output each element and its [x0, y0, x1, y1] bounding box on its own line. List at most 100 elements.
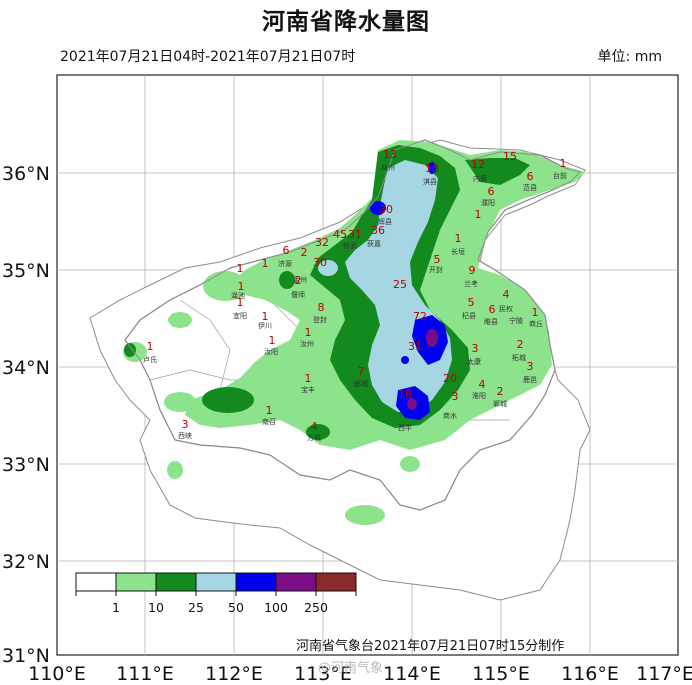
station-value: 1 — [266, 404, 273, 417]
station-value: 1 — [262, 257, 269, 270]
lon-label: 117°E — [636, 663, 692, 685]
city-name: 杞县 — [462, 311, 476, 320]
city-name: 商水 — [443, 411, 457, 420]
station-value: 2 — [517, 338, 524, 351]
station-value: 2 — [295, 274, 302, 287]
lat-label: 31°N — [2, 645, 50, 667]
time-period: 2021年07月21日04时-2021年07月21日07时 — [60, 49, 356, 65]
legend-label: 250 — [304, 600, 328, 615]
city-name: 太康 — [467, 357, 481, 366]
station-value: 31 — [348, 228, 362, 241]
city-name: 民权 — [499, 304, 513, 313]
station-value: 13 — [383, 148, 397, 161]
station-value: 2 — [301, 246, 308, 259]
station-value: 18 — [398, 388, 412, 401]
station-value: 8 — [318, 301, 325, 314]
legend-swatch-1 — [115, 572, 157, 592]
station-value: 1 — [455, 232, 462, 245]
city-name: 濮阳 — [481, 198, 495, 207]
city-name: 长垣 — [451, 247, 465, 256]
legend-swatch-50 — [235, 572, 277, 592]
city-name: 兰考 — [464, 279, 478, 288]
station-value: 4 — [479, 378, 486, 391]
station-value: 15 — [503, 150, 517, 163]
station-value: 4 — [311, 420, 318, 433]
lon-label: 112°E — [205, 663, 263, 685]
station-value: 3 — [527, 360, 534, 373]
station-value: 6 — [283, 244, 290, 257]
legend-label: 100 — [264, 600, 288, 615]
legend-label: 10 — [148, 600, 164, 615]
city-name: 台前 — [553, 171, 567, 180]
city-name: 郸城 — [493, 399, 507, 408]
lon-label: 110°E — [28, 663, 86, 685]
station-value: 1 — [475, 208, 482, 221]
city-name: 卢氏 — [143, 355, 157, 364]
station-value: 20 — [443, 372, 457, 385]
city-name: 南召 — [262, 417, 276, 426]
lat-label: 32°N — [2, 551, 50, 573]
lat-label: 35°N — [2, 260, 50, 282]
city-name: 商丘 — [529, 319, 543, 328]
lon-label: 116°E — [561, 663, 619, 685]
city-name: 修武 — [343, 241, 357, 250]
city-name: 开封 — [429, 265, 443, 274]
station-value: 4 — [503, 288, 510, 301]
lat-label: 34°N — [2, 357, 50, 379]
station-value: 18 — [425, 162, 439, 175]
legend: 1 10 25 50 100 250 — [75, 572, 357, 615]
lon-label: 114°E — [383, 663, 441, 685]
city-name: 宜阳 — [233, 311, 247, 320]
city-name: 孟州 — [293, 275, 307, 284]
city-name: 睢县 — [484, 317, 498, 326]
city-name: 林州 — [381, 163, 395, 172]
station-value: 6 — [489, 303, 496, 316]
city-name: 内黄 — [473, 174, 487, 183]
city-name: 鹿邑 — [523, 375, 537, 384]
city-name: 汝阳 — [264, 347, 278, 356]
city-name: 柘城 — [512, 353, 526, 362]
city-name: 偃师 — [291, 290, 305, 299]
city-name: 宝丰 — [301, 385, 315, 394]
city-name: 渑池 — [231, 291, 245, 300]
station-value: 3 — [452, 390, 459, 403]
station-value: 1 — [237, 296, 244, 309]
lat-label: 36°N — [2, 163, 50, 185]
city-name: 范县 — [523, 183, 537, 192]
station-value: 36 — [371, 224, 385, 237]
station-value: 6 — [527, 170, 534, 183]
station-value: 12 — [471, 158, 485, 171]
legend-swatch-25 — [195, 572, 237, 592]
henan-border — [124, 139, 581, 511]
legend-swatch-100 — [275, 572, 317, 592]
city-name: 西平 — [398, 424, 412, 432]
credit-text: 河南省气象台2021年07月21日07时15分制作 — [296, 638, 564, 654]
lat-label: 33°N — [2, 454, 50, 476]
city-name: 郾城 — [354, 379, 368, 388]
station-value: 5 — [468, 296, 475, 309]
station-value: 7 — [358, 365, 365, 378]
station-value: 45 — [333, 228, 347, 241]
precip-100-250 — [407, 329, 438, 410]
station-value: 9 — [469, 264, 476, 277]
city-name: 辉县 — [378, 218, 392, 226]
station-value: 2 — [497, 385, 504, 398]
unit-label: 单位: mm — [597, 49, 662, 65]
station-value: 1 — [305, 372, 312, 385]
city-name: 方城 — [307, 433, 321, 442]
city-name: 宁陵 — [509, 316, 523, 325]
legend-swatch-10 — [155, 572, 197, 592]
city-name: 淮阳 — [472, 391, 486, 400]
legend-label: 25 — [188, 600, 204, 615]
city-name: 获嘉 — [367, 239, 381, 248]
legend-swatch-none — [75, 572, 117, 592]
station-value: 1 — [560, 157, 567, 170]
station-value: 1 — [147, 340, 154, 353]
latitude-labels: 36°N 35°N 34°N 33°N 32°N 31°N — [2, 163, 50, 667]
station-value: 3 — [182, 418, 189, 431]
station-value: 1 — [262, 310, 269, 323]
longitude-labels: 110°E 111°E 112°E 113°E 114°E 115°E 116°… — [28, 663, 692, 685]
city-name: 汝州 — [300, 339, 314, 348]
